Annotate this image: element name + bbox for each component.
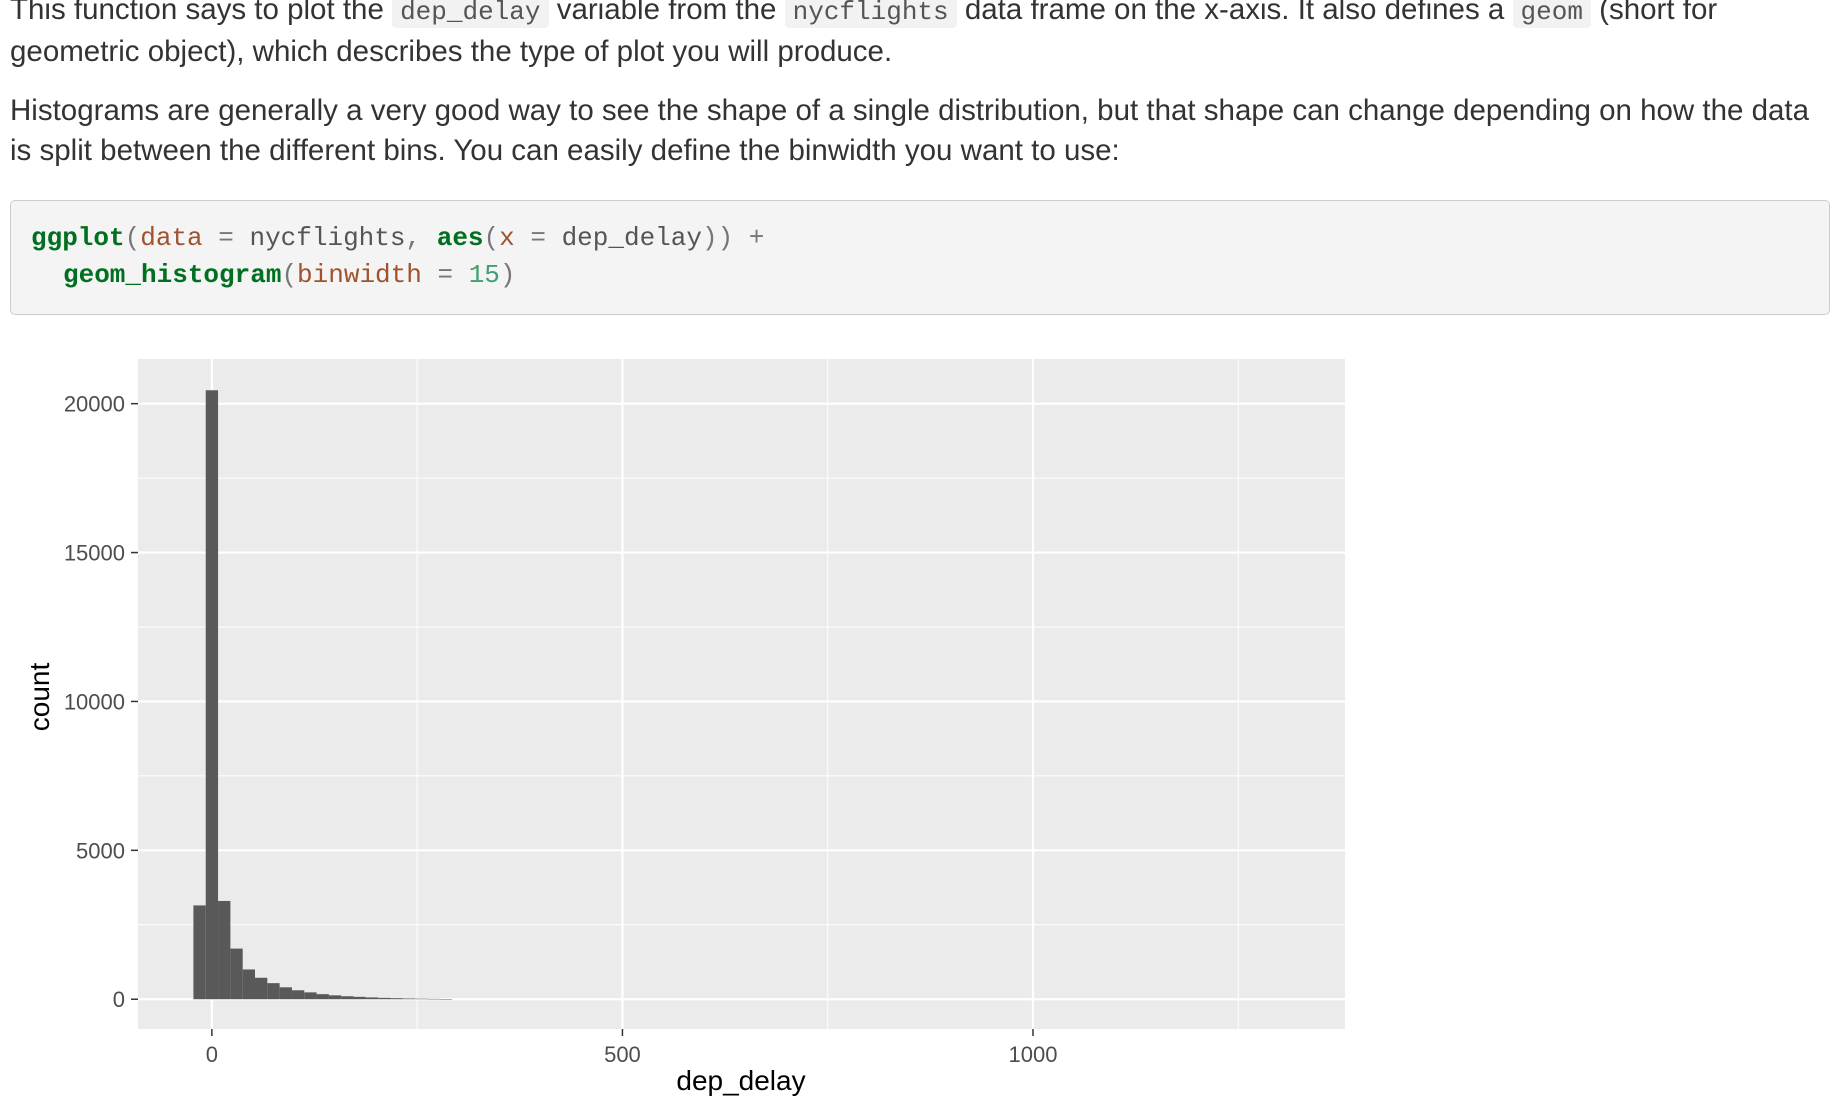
y-tick-label: 20000 xyxy=(64,392,125,417)
paragraph-intro: This function says to plot the dep_delay… xyxy=(10,0,1830,72)
code-comma: , xyxy=(405,223,437,253)
histogram-bar xyxy=(255,977,268,1000)
histogram-bar xyxy=(230,948,243,1000)
code-equals: = xyxy=(202,223,250,253)
histogram-bars xyxy=(193,390,453,1000)
histogram-bar xyxy=(279,987,292,1000)
minor-gridlines xyxy=(138,359,1345,1029)
histogram-bar xyxy=(390,998,403,1000)
code-var-dep-delay: dep_delay xyxy=(561,223,702,253)
histogram-bar xyxy=(402,998,416,1000)
y-axis-label: count xyxy=(24,663,55,732)
x-axis-label: dep_delay xyxy=(676,1065,805,1096)
y-tick-label: 0 xyxy=(113,987,125,1012)
code-arg-x: x xyxy=(499,223,515,253)
histogram-bar xyxy=(439,998,453,1000)
plot-panel xyxy=(138,359,1345,1029)
histogram-bar xyxy=(205,390,219,1000)
code-block[interactable]: ggplot(data = nycflights, aes(x = dep_de… xyxy=(10,200,1830,315)
y-tick-label: 10000 xyxy=(64,689,125,714)
histogram-bar xyxy=(427,998,440,1000)
code-line-2: geom_histogram(binwidth = 15) xyxy=(63,257,516,293)
code-arg-data: data xyxy=(140,223,203,253)
code-arg-binwidth: binwidth xyxy=(297,260,422,290)
code-paren: ( xyxy=(281,260,298,290)
x-tick-label: 0 xyxy=(206,1042,218,1067)
code-var-nycflights: nycflights xyxy=(249,223,406,253)
p1-text-b: variable from the xyxy=(548,0,785,26)
histogram-bar xyxy=(328,995,342,1000)
code-fn-aes: aes xyxy=(436,223,484,253)
y-axis: 0 5000 10000 15000 20000 xyxy=(64,392,138,1012)
histogram-bar xyxy=(415,998,428,1000)
histogram-bar xyxy=(365,997,379,1000)
code-close-plus: )) + xyxy=(702,223,765,253)
x-tick-label: 1000 xyxy=(1009,1042,1058,1067)
histogram-bar xyxy=(304,992,317,1000)
paragraph-histograms: Histograms are generally a very good way… xyxy=(10,94,1810,167)
histogram-bar xyxy=(291,990,305,1000)
code-fn-geom-histogram: geom_histogram xyxy=(63,260,282,290)
code-paren: ( xyxy=(124,223,141,253)
inline-code-nycflights: nycflights xyxy=(784,0,957,28)
histogram-bar xyxy=(378,997,391,1000)
code-num-15: 15 xyxy=(468,260,500,290)
code-line-1: ggplot(data = nycflights, aes(x = dep_de… xyxy=(31,220,764,256)
y-tick-label: 15000 xyxy=(64,541,125,566)
histogram-bar xyxy=(341,996,354,1000)
histogram-bar xyxy=(267,983,280,1000)
histogram-bar xyxy=(316,994,329,1000)
p1-text-a: This function says to plot the xyxy=(10,0,393,26)
code-paren-close: ) xyxy=(499,260,516,290)
histogram-bar xyxy=(242,969,256,1000)
inline-code-geom: geom xyxy=(1512,0,1591,28)
x-tick-label: 500 xyxy=(604,1042,641,1067)
code-fn-ggplot: ggplot xyxy=(31,223,125,253)
p1-text-c: data frame on the x-axis. It also define… xyxy=(956,0,1513,26)
histogram-bar xyxy=(353,996,366,1000)
p1-text-d: (short for geometric object), which desc… xyxy=(10,0,1718,68)
code-equals: = xyxy=(421,260,469,290)
code-equals: = xyxy=(514,223,562,253)
code-paren: ( xyxy=(483,223,500,253)
x-axis: 0 500 1000 xyxy=(206,1029,1058,1067)
y-tick-label: 5000 xyxy=(76,838,125,863)
histogram-bar xyxy=(218,900,231,1000)
inline-code-dep-delay: dep_delay xyxy=(392,0,549,28)
histogram-bar xyxy=(193,905,206,1000)
